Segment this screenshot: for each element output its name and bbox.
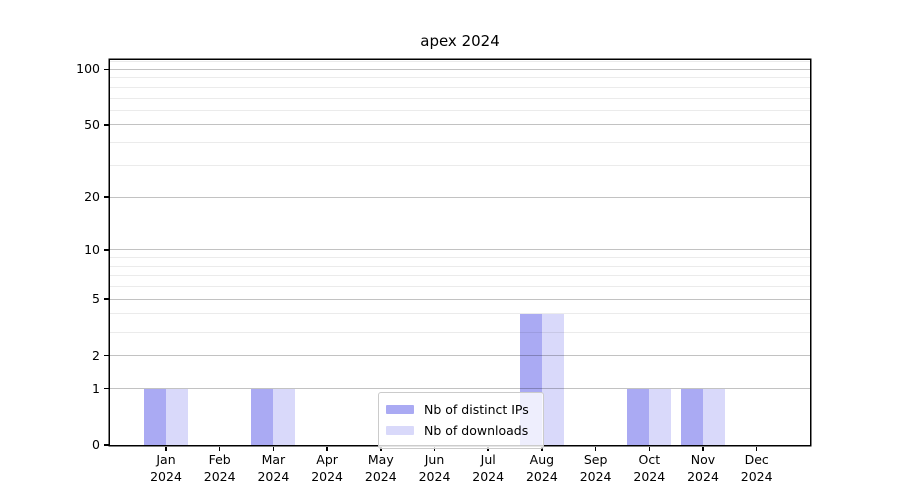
month-label: Jun (424, 452, 445, 467)
x-axis-tick-label: Aug 2024 (510, 452, 574, 485)
x-axis-tick-label: Jun 2024 (403, 452, 467, 485)
legend-label-downloads: Nb of downloads (424, 423, 529, 438)
y-axis-tick (104, 249, 109, 251)
x-axis-tick-label: Mar 2024 (241, 452, 305, 485)
plot-area (110, 60, 810, 445)
legend-label-distinct-ips: Nb of distinct IPs (424, 402, 529, 417)
month-label: Jul (480, 452, 496, 467)
bar-distinct-ips (251, 388, 274, 445)
year-label: 2024 (687, 468, 719, 484)
y-axis-tick-label: 100 (76, 61, 100, 77)
year-label: 2024 (150, 468, 182, 484)
y-axis-tick (104, 196, 109, 198)
year-label: 2024 (525, 468, 558, 484)
x-axis-tick (272, 446, 275, 451)
x-axis-tick-label: Nov 2024 (671, 452, 735, 485)
month-label: Mar (261, 452, 286, 467)
legend-swatch-distinct-ips (386, 405, 414, 414)
year-label: 2024 (472, 468, 505, 484)
legend-item-distinct-ips: Nb of distinct IPs (386, 399, 535, 420)
month-label: Oct (638, 452, 661, 467)
year-label: 2024 (257, 468, 290, 484)
y-axis-tick-label: 1 (92, 380, 100, 396)
y-axis-tick (104, 354, 109, 357)
month-label: Sep (583, 452, 608, 467)
bar-distinct-ips (144, 388, 166, 445)
month-label: May (367, 452, 394, 467)
y-axis-tick-label: 20 (84, 189, 100, 205)
x-axis-tick-label: Oct 2024 (617, 452, 681, 485)
y-axis-tick (104, 298, 109, 300)
bar-distinct-ips (627, 388, 650, 445)
y-axis-tick-label: 10 (84, 241, 100, 257)
year-label: 2024 (740, 468, 773, 484)
y-axis-tick (104, 124, 109, 126)
x-axis-tick (702, 446, 704, 451)
legend-swatch-downloads (386, 426, 414, 435)
bar-downloads (166, 388, 188, 445)
y-axis-tick-label: 5 (92, 291, 100, 307)
x-axis-tick-label: May 2024 (349, 452, 413, 485)
bar-downloads (541, 313, 564, 445)
x-axis-tick-label: Feb 2024 (188, 452, 252, 485)
y-axis-tick-label: 50 (84, 116, 100, 132)
x-axis-tick (755, 446, 758, 451)
month-label: Apr (316, 452, 338, 467)
x-axis-tick (326, 446, 328, 451)
chart-title: apex 2024 (420, 32, 500, 50)
legend: Nb of distinct IPs Nb of downloads (378, 392, 544, 449)
month-label: Jan (156, 452, 176, 467)
bar-downloads (703, 388, 725, 445)
year-label: 2024 (203, 468, 236, 484)
x-axis-tick-label: Jan 2024 (134, 452, 198, 485)
x-axis-tick (648, 446, 651, 451)
bar-downloads (649, 388, 672, 445)
bar-downloads (273, 388, 296, 445)
month-label: Aug (529, 452, 555, 467)
y-axis-tick (104, 387, 109, 390)
x-axis-tick-label: Apr 2024 (295, 452, 359, 485)
x-axis-tick (218, 446, 221, 451)
year-label: 2024 (633, 468, 666, 484)
year-label: 2024 (311, 468, 343, 484)
y-axis-tick (104, 444, 109, 446)
year-label: 2024 (579, 468, 612, 484)
y-axis-tick (104, 68, 109, 71)
x-axis-tick-label: Dec 2024 (725, 452, 789, 485)
x-axis-tick-label: Sep 2024 (564, 452, 628, 485)
bars-layer (110, 60, 810, 445)
x-axis-tick-label: Jul 2024 (456, 452, 520, 485)
month-label: Feb (208, 452, 231, 467)
year-label: 2024 (418, 468, 451, 484)
y-axis-tick-label: 2 (92, 347, 100, 363)
x-axis-tick (165, 446, 167, 451)
bar-distinct-ips (681, 388, 703, 445)
month-label: Dec (744, 452, 769, 467)
y-axis-tick-label: 0 (92, 437, 100, 452)
x-axis-tick (594, 446, 597, 451)
year-label: 2024 (364, 468, 397, 484)
month-label: Nov (690, 452, 716, 467)
legend-item-downloads: Nb of downloads (386, 420, 535, 441)
